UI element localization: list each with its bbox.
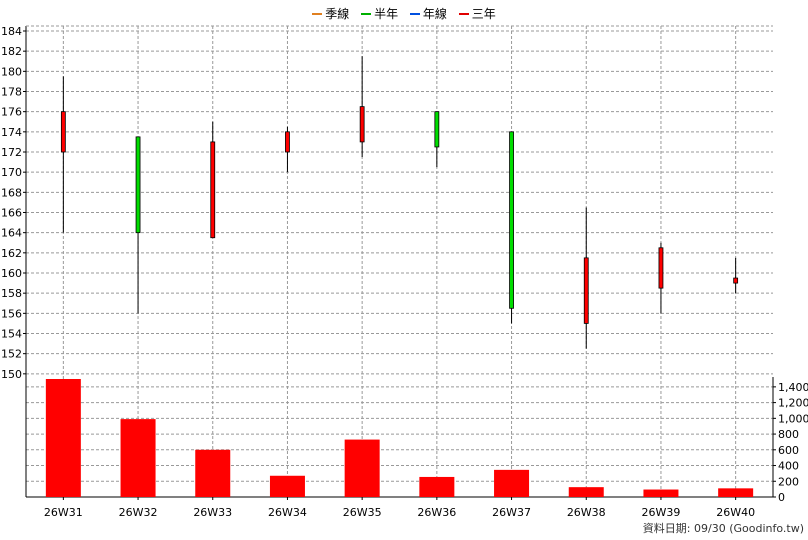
volume-bar (494, 469, 530, 497)
candle-body (210, 141, 216, 239)
legend-label-halfyear: 半年 (374, 7, 399, 21)
candle-body (359, 106, 365, 143)
volume-tick-label: 600 (778, 444, 799, 457)
legend-item-year: 年線 (409, 5, 447, 22)
candle-body (285, 131, 290, 153)
legend-swatch-year (409, 12, 420, 15)
price-tick-label: 172 (1, 146, 22, 159)
volume-bar (718, 488, 754, 497)
price-tick-label: 158 (1, 287, 22, 300)
price-tick-label: 152 (1, 348, 22, 361)
volume-tick-label: 0 (778, 491, 785, 504)
price-tick-label: 180 (1, 65, 22, 78)
legend-label-year: 年線 (422, 7, 447, 21)
price-tick-label: 160 (1, 267, 22, 280)
price-tick-label: 174 (1, 126, 22, 139)
price-tick-label: 166 (1, 207, 22, 220)
x-tick-label: 26W39 (642, 506, 681, 519)
volume-bar (195, 449, 231, 497)
volume-bar (269, 475, 305, 497)
volume-tick-label: 1,400 (778, 381, 808, 394)
price-tick-label: 162 (1, 247, 22, 260)
legend-item-halfyear: 半年 (361, 5, 398, 22)
x-tick-label: 26W35 (343, 506, 382, 519)
volume-bar (568, 487, 604, 497)
volume-tick-label: 200 (778, 475, 799, 488)
volume-bar (419, 476, 455, 497)
data-date-note: 資料日期: 09/30 (Goodinfo.tw) (642, 522, 804, 535)
chart-legend: 季線 半年 年線 三年 (0, 5, 808, 22)
candle-body (583, 257, 589, 324)
price-tick-label: 156 (1, 307, 22, 320)
legend-swatch-threeyear (458, 12, 469, 15)
legend-label-threeyear: 三年 (471, 7, 496, 21)
x-tick-label: 26W37 (492, 506, 531, 519)
price-tick-label: 170 (1, 166, 22, 179)
volume-tick-label: 1,200 (778, 397, 808, 410)
x-tick-label: 26W40 (716, 506, 755, 519)
candle-body (434, 111, 440, 148)
price-tick-label: 164 (1, 227, 22, 240)
x-tick-label: 26W31 (44, 506, 83, 519)
legend-label-quarter: 季線 (325, 7, 350, 21)
candle-body (658, 247, 664, 289)
price-tick-label: 168 (1, 186, 22, 199)
candle-body (509, 131, 514, 309)
price-tick-label: 182 (1, 45, 22, 58)
candle-body (135, 136, 141, 234)
volume-tick-label: 400 (778, 460, 799, 473)
volume-bar (45, 379, 81, 497)
volume-bar (643, 489, 679, 497)
x-tick-label: 26W33 (193, 506, 232, 519)
legend-swatch-halfyear (361, 12, 372, 15)
volume-tick-label: 800 (778, 428, 799, 441)
legend-item-threeyear: 三年 (458, 5, 496, 22)
candle-body (733, 277, 739, 284)
price-tick-label: 154 (1, 328, 22, 341)
legend-swatch-quarter (312, 12, 323, 15)
price-tick-label: 176 (1, 106, 22, 119)
price-tick-label: 150 (1, 368, 22, 381)
x-tick-label: 26W34 (268, 506, 307, 519)
price-tick-label: 178 (1, 86, 22, 99)
volume-bar (120, 419, 156, 497)
volume-bar (344, 439, 380, 497)
x-tick-label: 26W38 (567, 506, 606, 519)
x-tick-label: 26W36 (417, 506, 456, 519)
legend-item-quarter: 季線 (312, 5, 349, 22)
candle-body (60, 111, 66, 153)
volume-tick-label: 1,000 (778, 412, 808, 425)
x-tick-label: 26W32 (119, 506, 158, 519)
price-tick-label: 184 (1, 25, 22, 38)
